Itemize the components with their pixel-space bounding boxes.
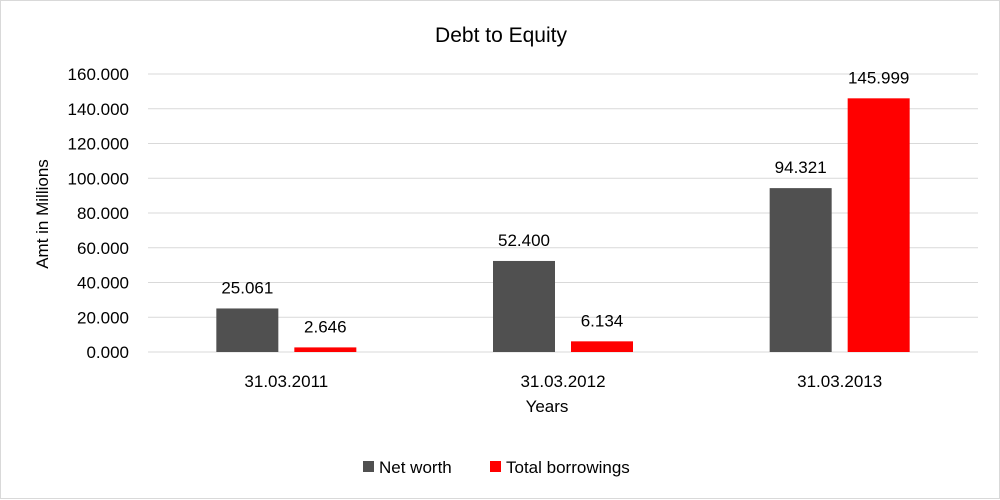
data-label: 145.999 xyxy=(848,68,909,87)
x-tick-label: 31.03.2013 xyxy=(797,372,882,391)
data-label: 6.134 xyxy=(581,311,624,330)
bar-total-borrowings xyxy=(294,347,357,352)
legend: Net worth Total borrowings xyxy=(363,458,630,477)
legend-swatch xyxy=(363,461,374,472)
y-tick-label: 80.000 xyxy=(77,204,129,223)
x-tick-label: 31.03.2011 xyxy=(244,372,328,391)
x-axis-ticks: 31.03.2011 31.03.2012 31.03.2013 xyxy=(244,372,882,391)
y-tick-label: 20.000 xyxy=(77,308,129,327)
data-label: 94.321 xyxy=(775,158,827,177)
legend-label: Net worth xyxy=(379,458,452,477)
y-tick-label: 140.000 xyxy=(68,100,129,119)
gridlines xyxy=(148,73,978,353)
data-label: 52.400 xyxy=(498,231,550,250)
data-label: 25.061 xyxy=(221,278,273,297)
bars xyxy=(216,98,910,352)
y-tick-label: 40.000 xyxy=(77,274,129,293)
bar-net-worth xyxy=(769,188,832,352)
bar-net-worth xyxy=(216,308,279,352)
y-tick-label: 60.000 xyxy=(77,239,129,258)
y-axis-ticks: 0.000 20.000 40.000 60.000 80.000 100.000 120.… xyxy=(68,65,129,362)
bar-net-worth xyxy=(493,260,555,352)
data-labels: 25.061 2.646 52.400 6.134 94.321 145.999 xyxy=(221,68,909,336)
chart-title: Debt to Equity xyxy=(435,24,567,47)
x-axis-title: Years xyxy=(526,397,569,416)
y-tick-label: 120.000 xyxy=(68,135,129,154)
data-label: 2.646 xyxy=(304,317,347,336)
legend-swatch xyxy=(490,461,501,472)
bar-total-borrowings xyxy=(571,341,633,352)
bar-total-borrowings xyxy=(847,98,910,352)
x-tick-label: 31.03.2012 xyxy=(520,372,605,391)
y-tick-label: 0.000 xyxy=(86,343,129,362)
y-tick-label: 100.000 xyxy=(68,169,129,188)
legend-label: Total borrowings xyxy=(506,458,630,477)
y-tick-label: 160.000 xyxy=(68,65,129,84)
y-axis-title: Amt in Millions xyxy=(33,159,52,269)
